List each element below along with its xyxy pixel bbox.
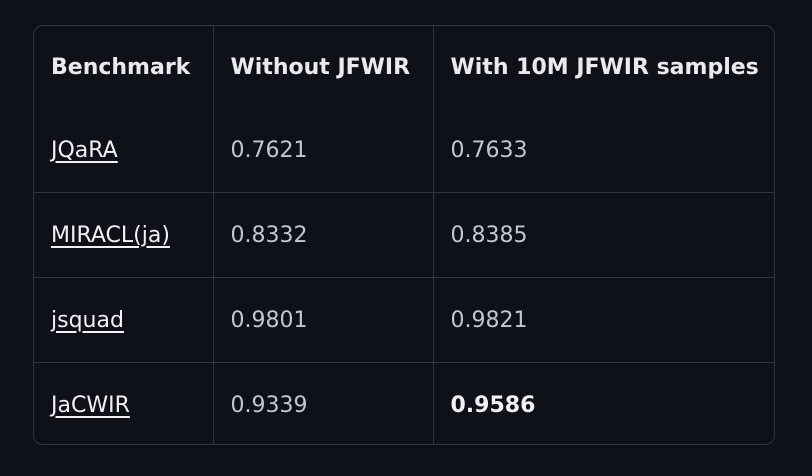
- benchmark-cell: JaCWIR: [34, 362, 214, 444]
- benchmark-link[interactable]: MIRACL(ja): [51, 222, 170, 248]
- score-cell: 0.7621: [212, 108, 434, 193]
- score-cell: 0.7633: [432, 108, 774, 193]
- score-cell: 0.9821: [432, 277, 774, 363]
- benchmark-link[interactable]: JQaRA: [51, 137, 118, 163]
- table-body: JQaRA 0.7621 0.7633 MIRACL(ja) 0.8332 0.8385 j…: [34, 108, 774, 444]
- header-cell: With 10M JFWIR samples: [432, 26, 774, 108]
- table-row: jsquad 0.9801 0.9821: [34, 277, 774, 363]
- table-head: Benchmark Without JFWIR With 10M JFWIR sam…: [34, 26, 774, 108]
- table-row: MIRACL(ja) 0.8332 0.8385: [34, 192, 774, 278]
- benchmark-table: Benchmark Without JFWIR With 10M JFWIR sam…: [34, 26, 774, 444]
- benchmark-cell: JQaRA: [34, 108, 214, 193]
- header-row: Benchmark Without JFWIR With 10M JFWIR sam…: [34, 26, 774, 108]
- table-row: JQaRA 0.7621 0.7633: [34, 108, 774, 193]
- score-cell: 0.8332: [212, 192, 434, 278]
- table-container: Benchmark Without JFWIR With 10M JFWIR sam…: [33, 25, 775, 445]
- header-cell: Benchmark: [34, 26, 214, 108]
- benchmark-link[interactable]: jsquad: [51, 307, 124, 333]
- header-cell: Without JFWIR: [212, 26, 434, 108]
- benchmark-link[interactable]: JaCWIR: [51, 392, 130, 418]
- table-row: JaCWIR 0.9339 0.9586: [34, 362, 774, 444]
- score-cell: 0.8385: [432, 192, 774, 278]
- benchmark-cell: MIRACL(ja): [34, 192, 214, 278]
- benchmark-cell: jsquad: [34, 277, 214, 363]
- score-cell: 0.9339: [212, 362, 434, 444]
- score-cell: 0.9586: [432, 362, 774, 444]
- score-cell: 0.9801: [212, 277, 434, 363]
